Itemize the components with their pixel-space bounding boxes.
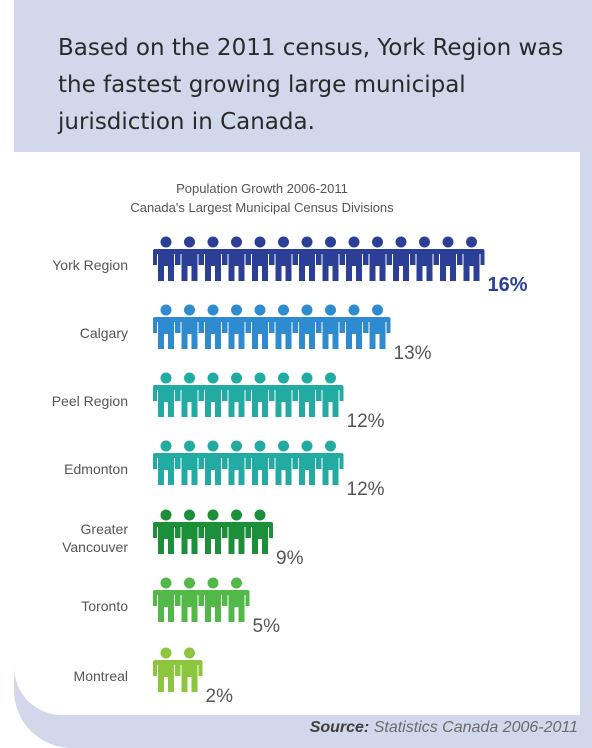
person-icon	[317, 304, 344, 349]
person-icon	[388, 236, 414, 281]
category-label: Toronto	[81, 598, 128, 614]
person-icon	[270, 236, 297, 281]
person-icon	[247, 509, 273, 554]
person-icon	[364, 236, 391, 281]
person-icon	[200, 509, 226, 554]
person-icon	[317, 372, 344, 417]
person-icon	[270, 440, 297, 485]
person-icon	[364, 304, 391, 349]
person-icon	[153, 440, 179, 485]
source-text: Statistics Canada 2006-2011	[369, 719, 578, 736]
category-label: Vancouver	[62, 539, 128, 555]
person-icon	[176, 236, 203, 281]
person-icon	[200, 440, 226, 485]
person-icon	[294, 440, 320, 485]
person-icon	[153, 509, 179, 554]
person-icon	[176, 440, 203, 485]
person-icon	[247, 440, 273, 485]
chart-title: Population Growth 2006-2011	[176, 181, 348, 196]
value-label: 12%	[347, 411, 385, 432]
person-icon	[153, 304, 179, 349]
category-label: Calgary	[80, 325, 128, 341]
person-icon	[223, 440, 250, 485]
person-icon	[247, 236, 273, 281]
person-icon	[200, 304, 226, 349]
person-icon	[223, 372, 250, 417]
person-icon	[341, 236, 367, 281]
value-label: 5%	[253, 616, 281, 637]
category-label: Montreal	[74, 668, 128, 684]
value-label: 2%	[206, 686, 234, 707]
person-icon	[223, 577, 250, 622]
person-icon	[247, 372, 273, 417]
chart-panel	[14, 152, 580, 715]
person-icon	[176, 577, 203, 622]
person-icon	[223, 304, 250, 349]
person-icon	[247, 304, 273, 349]
person-icon	[270, 372, 297, 417]
value-label: 16%	[488, 274, 528, 296]
person-icon	[200, 577, 226, 622]
category-label: Edmonton	[64, 461, 128, 477]
person-icon	[411, 236, 438, 281]
category-label: York Region	[52, 257, 128, 273]
person-icon	[153, 372, 179, 417]
person-icon	[153, 647, 179, 692]
person-icon	[294, 304, 320, 349]
person-icon	[270, 304, 297, 349]
person-icon	[458, 236, 485, 281]
source-note: Source: Statistics Canada 2006-2011	[310, 719, 578, 737]
person-icon	[317, 236, 344, 281]
source-label: Source:	[309, 719, 370, 736]
category-label: Peel Region	[52, 393, 128, 409]
person-icon	[176, 647, 203, 692]
person-icon	[176, 372, 203, 417]
person-icon	[153, 236, 179, 281]
person-icon	[153, 577, 179, 622]
value-label: 12%	[347, 479, 385, 500]
person-icon	[176, 509, 203, 554]
person-icon	[200, 236, 226, 281]
person-icon	[223, 509, 250, 554]
person-icon	[223, 236, 250, 281]
value-label: 13%	[394, 343, 432, 364]
person-icon	[294, 236, 320, 281]
category-label: Greater	[81, 521, 129, 537]
chart-subtitle: Canada's Largest Municipal Census Divisi…	[130, 200, 394, 215]
person-icon	[341, 304, 367, 349]
headline-text: Based on the 2011 census, York Region wa…	[58, 35, 564, 135]
value-label: 9%	[276, 548, 304, 569]
person-icon	[176, 304, 203, 349]
person-icon	[200, 372, 226, 417]
person-icon	[294, 372, 320, 417]
person-icon	[317, 440, 344, 485]
person-icon	[435, 236, 461, 281]
